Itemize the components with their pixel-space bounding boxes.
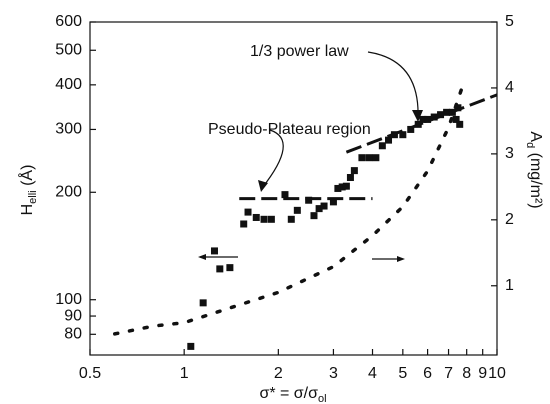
y-tick-label: 300 [55,121,82,138]
x-tick-label: 10 [488,365,506,382]
arrow-head [412,110,423,122]
arrow-head [198,254,206,260]
label-sub: d [524,142,536,148]
data-point [187,342,195,350]
plot-frame [89,21,498,356]
x-tick-label: 9 [478,365,487,382]
data-point [315,205,323,213]
y2-tick-label: 1 [505,277,514,294]
x-tick-label: 6 [423,365,432,382]
data-point [252,213,260,221]
x-tick-label: 7 [444,365,453,382]
data-point [419,115,427,123]
data-point [210,247,218,255]
data-point [437,111,445,119]
y-tick-label: 600 [55,13,82,30]
data-point [456,120,464,128]
data-point [430,113,438,121]
arrow-head [258,180,268,192]
data-point [216,265,224,273]
data-point [287,215,295,223]
x-tick-label: 2 [274,365,283,382]
label-unit: (Å) [17,165,36,191]
label-sub: ol [318,393,327,404]
data-point [293,206,301,214]
arrow-head [397,256,405,262]
data-point [305,196,313,204]
data-curve [113,87,464,336]
data-point [350,167,358,175]
y2-tick-label: 2 [505,211,514,228]
x-tick-label: 5 [398,365,407,382]
fit-line [345,93,498,154]
x-tick-label: 4 [368,365,377,382]
data-point [329,198,337,206]
y2-tick-label: 3 [505,145,514,162]
data-point [443,108,451,116]
x-tick-label: 0.5 [79,365,101,382]
y-tick-label: 500 [55,41,82,58]
arrow [367,51,419,119]
data-point [365,154,373,162]
label-main: A [527,131,544,142]
y-axis-label: Helli (Å) [17,165,39,216]
x-tick-label: 1 [180,365,189,382]
data-point [342,182,350,190]
data-point [240,220,248,228]
y2-tick-label: 4 [505,79,514,96]
data-point [310,212,318,220]
y-tick-label: 200 [55,183,82,200]
x-tick-label: 3 [329,365,338,382]
y-tick-label: 80 [64,326,82,343]
label-sub: elli [27,190,39,203]
label-main: σ* = σ/σ [259,385,318,402]
y2-axis-label: Ad (mg/m²) [524,131,544,208]
annotation: 1/3 power law [250,43,349,60]
data-point [320,202,328,210]
data-point [199,299,207,307]
data-point [334,184,342,192]
data-point [378,142,386,150]
data-point [267,215,275,223]
data-point [454,104,462,112]
data-point [452,115,460,123]
y-tick-label: 400 [55,76,82,93]
data-point [281,191,289,199]
annotation: Pseudo-Plateau region [208,121,371,138]
data-point [244,208,252,216]
y-tick-label: 90 [64,307,82,324]
data-point [407,125,415,133]
data-point [346,174,354,182]
label-unit: (mg/m²) [527,148,544,208]
x-axis-label: σ* = σ/σol [259,385,326,404]
data-point [358,154,366,162]
label-main: H [19,204,36,216]
x-tick-label: 8 [462,365,471,382]
data-point [399,131,407,139]
arrow [261,129,284,189]
y-tick-label: 100 [55,291,82,308]
data-point [424,115,432,123]
data-point [372,154,380,162]
data-point [385,136,393,144]
data-point [260,215,268,223]
y2-tick-label: 5 [505,13,514,30]
data-point [338,183,346,191]
data-point [226,264,234,272]
